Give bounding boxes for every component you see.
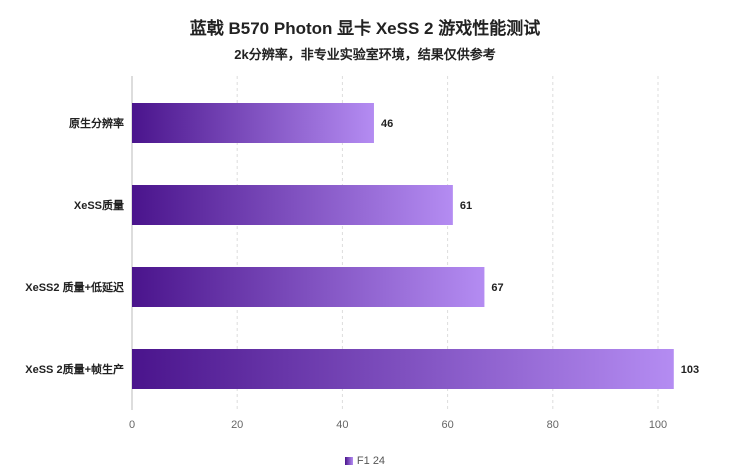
legend: F1 24 <box>0 455 730 467</box>
x-tick-label: 100 <box>649 419 667 431</box>
x-tick-label: 80 <box>547 419 559 431</box>
category-label: XeSS 2质量+帧生产 <box>25 362 124 376</box>
value-label: 103 <box>681 364 699 376</box>
value-label: 46 <box>381 118 393 130</box>
x-tick-label: 40 <box>336 419 348 431</box>
x-tick-label: 60 <box>441 419 453 431</box>
bar <box>132 185 453 225</box>
bar <box>132 267 485 307</box>
category-label: XeSS质量 <box>74 198 124 212</box>
category-label: 原生分辨率 <box>69 116 124 130</box>
category-label: XeSS2 质量+低延迟 <box>25 280 124 294</box>
chart-subtitle: 2k分辨率，非专业实验室环境，结果仅供参考 <box>234 47 496 62</box>
legend-swatch <box>344 457 353 465</box>
x-tick-label: 20 <box>231 419 243 431</box>
bar <box>132 349 674 389</box>
legend-label: F1 24 <box>356 455 386 467</box>
x-tick-label: 0 <box>129 419 135 431</box>
value-label: 61 <box>460 200 472 212</box>
value-label: 67 <box>491 282 503 294</box>
bar <box>132 103 374 143</box>
chart-title: 蓝戟 B570 Photon 显卡 XeSS 2 游戏性能测试 <box>189 19 541 38</box>
